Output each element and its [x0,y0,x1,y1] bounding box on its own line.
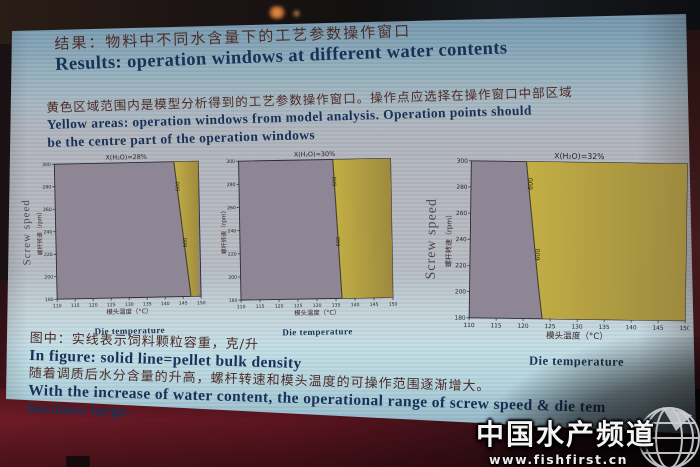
svg-text:180: 180 [455,316,466,322]
ceiling-light [268,6,286,19]
svg-text:300: 300 [457,159,468,165]
svg-text:600: 600 [332,176,338,186]
svg-text:150: 150 [389,301,398,307]
svg-text:600: 600 [183,237,189,247]
svg-text:110: 110 [237,304,246,310]
svg-text:X(H₂O)=32%: X(H₂O)=32% [554,151,605,161]
svg-text:110: 110 [463,323,474,329]
svg-text:X(H₂O)=28%: X(H₂O)=28% [105,153,146,162]
ceiling-light [292,9,301,18]
svg-text:140: 140 [351,302,360,308]
svg-text:螺杆转速（rpm）: 螺杆转速（rpm） [444,211,454,267]
svg-text:180: 180 [45,297,54,303]
svg-text:200: 200 [228,275,237,281]
svg-text:X(H₂O)=30%: X(H₂O)=30% [294,150,335,159]
svg-text:150: 150 [197,300,206,306]
svg-text:600: 600 [534,248,542,260]
svg-text:260: 260 [456,211,467,217]
svg-text:145: 145 [652,326,663,332]
svg-text:280: 280 [227,182,236,188]
svg-text:125: 125 [544,324,555,330]
slide-title: 结果：物料中不同水含量下的工艺参数操作窗口 Results: operation… [54,16,508,76]
svg-text:140: 140 [161,301,170,307]
svg-text:螺杆转速（rpm）: 螺杆转速（rpm） [35,209,44,256]
svg-text:130: 130 [571,325,582,331]
svg-text:140: 140 [625,325,636,331]
watermark-brand-text: 中国水产频道 [475,418,656,451]
svg-text:280: 280 [456,185,467,191]
svg-text:240: 240 [456,237,467,243]
svg-text:115: 115 [256,304,265,310]
watermark: 中国水产频道 www.fishfirst.cn [400,377,700,467]
svg-text:130: 130 [125,302,134,308]
svg-text:130: 130 [313,303,322,309]
svg-text:220: 220 [228,251,237,257]
svg-text:220: 220 [455,263,466,269]
svg-text:115: 115 [71,303,80,309]
svg-text:Die temperature: Die temperature [94,325,165,336]
watermark-url-text: www.fishfirst.cn [488,452,628,467]
svg-text:150: 150 [679,326,690,332]
svg-text:125: 125 [294,303,303,309]
globe-icon [638,407,700,467]
svg-text:Screw speed: Screw speed [424,198,440,280]
svg-text:200: 200 [455,289,466,295]
svg-text:螺杆转速（rpm）: 螺杆转速（rpm） [219,208,228,255]
svg-text:300: 300 [42,162,51,168]
svg-text:600: 600 [336,237,342,247]
svg-text:260: 260 [43,207,52,213]
slide-subtitle: 黄色区域范围内是模型分析得到的工艺参数操作窗口。操作点应选择在操作窗口中部区域 … [46,81,574,152]
svg-text:135: 135 [598,325,609,331]
stage-object [66,456,90,467]
svg-text:135: 135 [332,302,341,308]
svg-text:600: 600 [527,178,535,190]
svg-text:240: 240 [227,228,236,234]
chart-operation-window-28pct: 110 115 120 125 130 135 140 145 150 180 200 220 240 2… [20,150,208,338]
svg-text:Die temperature: Die temperature [282,326,353,337]
dark-corner [480,337,700,467]
chart-operation-window-30pct: 110 115 120 125 130 135 140 145 150 180 200 220 240 2… [208,147,399,338]
svg-text:125: 125 [107,302,116,308]
svg-text:280: 280 [42,184,51,190]
svg-text:180: 180 [229,298,238,304]
svg-text:模头温度（°C）: 模头温度（°C） [294,307,340,317]
svg-text:145: 145 [179,301,188,307]
svg-text:模头温度（°C）: 模头温度（°C） [106,306,152,316]
svg-text:120: 120 [275,303,284,309]
svg-text:115: 115 [490,323,501,329]
svg-text:120: 120 [89,302,98,308]
svg-text:135: 135 [143,301,152,307]
svg-text:120: 120 [517,324,528,330]
svg-text:600: 600 [175,181,181,191]
svg-text:Screw speed: Screw speed [20,199,33,266]
svg-text:220: 220 [44,252,53,258]
svg-text:300: 300 [226,159,235,165]
svg-text:110: 110 [53,303,62,309]
svg-text:200: 200 [44,274,53,280]
svg-text:240: 240 [43,229,52,235]
svg-text:260: 260 [227,205,236,211]
chart-operation-window-32pct: 110 115 120 125 130 135 140 145 150 180 200 220 240 2… [422,147,691,368]
svg-text:145: 145 [370,302,379,308]
